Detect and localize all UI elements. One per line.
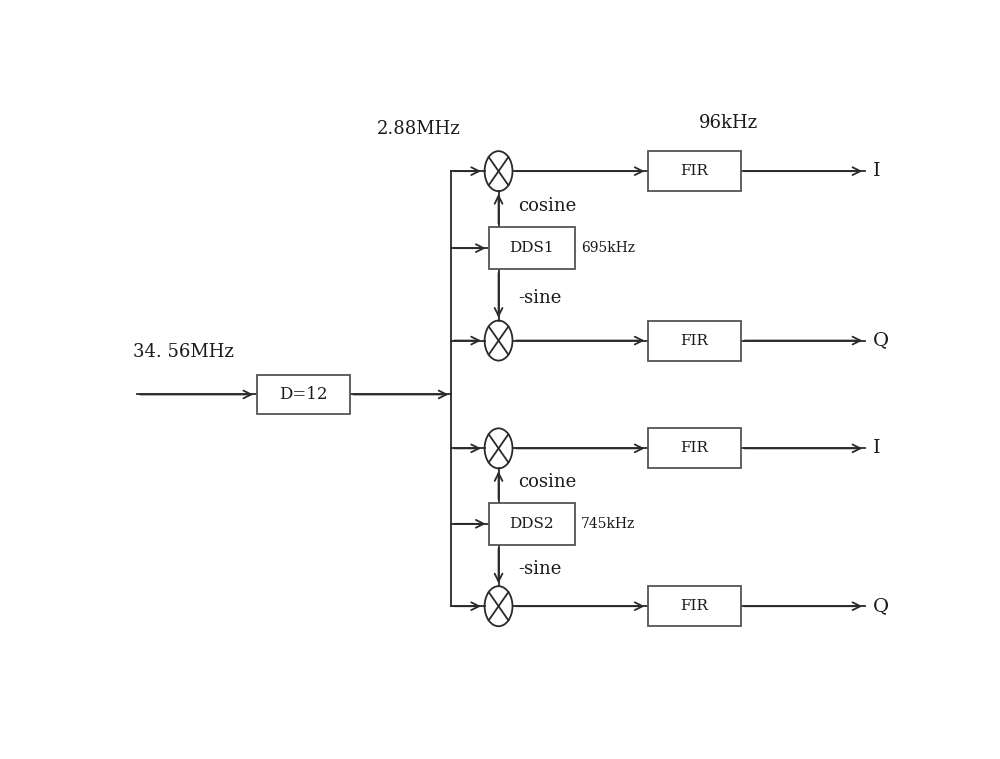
Text: FIR: FIR [681,599,709,613]
Text: DDS2: DDS2 [510,517,554,531]
Bar [489,227,574,269]
Text: D=12: D=12 [279,386,328,403]
Text: 34. 56MHz: 34. 56MHz [133,343,234,361]
Bar [648,586,741,626]
Text: -sine: -sine [518,289,561,307]
Bar [489,502,574,545]
Text: Q: Q [873,332,889,350]
Text: cosine: cosine [518,197,576,215]
Text: 695kHz: 695kHz [581,241,635,255]
Text: -sine: -sine [518,560,561,578]
Bar [257,375,350,414]
Text: Q: Q [873,597,889,616]
Bar [648,428,741,468]
Text: FIR: FIR [681,333,709,348]
Text: I: I [873,162,881,180]
Text: DDS1: DDS1 [510,241,554,255]
Bar [648,151,741,191]
Text: 745kHz: 745kHz [581,517,635,531]
Text: FIR: FIR [681,164,709,178]
Text: 2.88MHz: 2.88MHz [377,120,461,138]
Text: I: I [873,439,881,458]
Text: cosine: cosine [518,474,576,491]
Text: 96kHz: 96kHz [698,115,758,132]
Bar [648,320,741,361]
Text: FIR: FIR [681,442,709,455]
